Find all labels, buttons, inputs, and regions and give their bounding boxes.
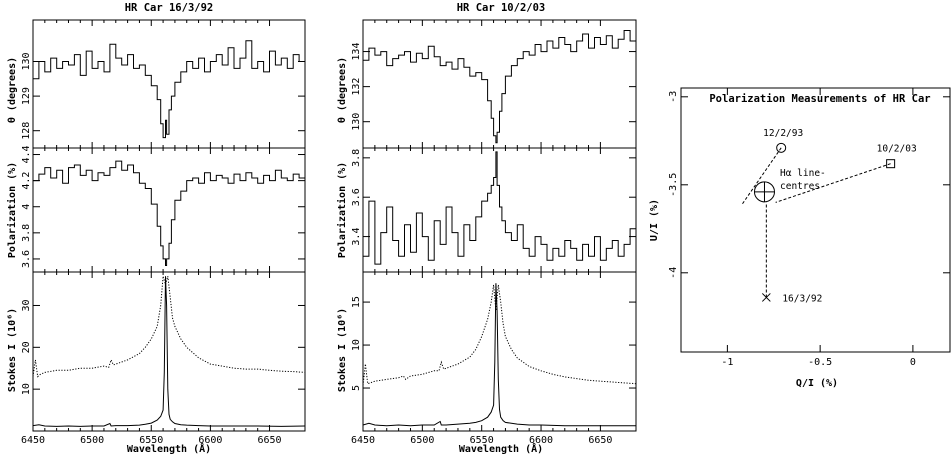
x-tick-label: 6650 — [588, 435, 612, 446]
panel-frame-pol — [362, 147, 637, 273]
y-tick-label-theta: 130 — [351, 113, 362, 131]
line-centres-crosshair — [754, 181, 775, 202]
y-axis-label-pol-2003: Polarization (%) — [336, 162, 348, 258]
qu-y-tick-label: -3.5 — [668, 173, 679, 197]
y-tick-label-pol: 3.4 — [351, 228, 362, 246]
series-line-stokes-solid — [362, 283, 636, 427]
qu-point-cross — [761, 293, 771, 302]
series-line-pol-solid — [33, 160, 306, 266]
qu-point-label: 12/2/93 — [763, 128, 803, 139]
x-tick-label: 6550 — [139, 435, 163, 446]
series-line-pol-solid — [363, 151, 637, 265]
line-centres-label-line2: centres — [780, 181, 820, 192]
chart-hr-car-1992: HR Car 16/3/92 Wavelength (Å) θ (degrees… — [6, 2, 306, 455]
qu-x-tick-label: -0.5 — [808, 357, 832, 368]
y-tick-label-theta: 128 — [21, 122, 32, 140]
panel-frame-stokes — [362, 271, 637, 432]
y-tick-label-pol: 3.8 — [21, 224, 32, 242]
chart-title-qu: Polarization Measurements of HR Car — [709, 93, 930, 105]
series-line-stokes-dotted — [32, 276, 306, 378]
y-axis-label-theta-1992: θ (degrees) — [7, 57, 18, 123]
x-tick-label: 6550 — [470, 435, 494, 446]
qu-x-tick-label: -1 — [721, 357, 733, 368]
qu-connector-line — [775, 163, 891, 203]
x-tick-label: 6600 — [529, 435, 553, 446]
y-tick-label-pol: 4.4 — [21, 145, 32, 163]
y-tick-label-theta: 132 — [351, 78, 362, 96]
y-tick-label-stokes: 20 — [21, 341, 32, 353]
y-tick-label-theta: 134 — [351, 43, 362, 61]
qu-point-label: 10/2/03 — [877, 144, 917, 155]
x-axis-label-2003: Wavelength (Å) — [459, 442, 543, 455]
x-axis-label-1992: Wavelength (Å) — [127, 442, 211, 455]
x-tick-label: 6650 — [257, 435, 281, 446]
plot-area-2003: 130 132 134 3.4 3.6 3.8 5 10 15 6450 6500 6550 6600 6… — [351, 19, 637, 446]
qu-x-tick-label: 0 — [910, 357, 916, 368]
y-tick-label-pol: 3.6 — [351, 188, 362, 206]
y-tick-label-stokes: 30 — [21, 299, 32, 311]
series-line-stokes-dotted — [362, 284, 637, 386]
plot-area-1992: 128 129 130 3.6 3.8 4 4.2 4.4 10 20 30 6450 6500 6550… — [21, 19, 306, 446]
y-axis-label-theta-2003: θ (degrees) — [337, 57, 348, 123]
panel-frame-stokes — [32, 271, 306, 432]
y-tick-label-stokes: 5 — [351, 385, 362, 391]
series-line-stokes-solid — [32, 276, 306, 427]
y-tick-label-theta: 129 — [21, 87, 32, 105]
qu-y-tick-label: -4 — [668, 267, 679, 279]
y-tick-label-stokes: 15 — [351, 296, 362, 308]
qu-point-label: 16/3/92 — [782, 293, 822, 304]
y-axis-label-qu: U/I (%) — [649, 199, 660, 241]
x-tick-label: 6450 — [351, 435, 375, 446]
qu-y-tick-label: -3 — [668, 91, 679, 103]
qu-point-circle — [776, 142, 787, 153]
x-tick-label: 6450 — [21, 435, 45, 446]
chart-hr-car-2003: HR Car 10/2/03 Wavelength (Å) θ (degrees… — [336, 2, 637, 455]
series-line-theta-solid — [33, 40, 306, 139]
y-tick-label-stokes: 10 — [351, 339, 362, 351]
qu-frame — [680, 87, 951, 353]
qu-connector-line — [741, 147, 782, 205]
x-tick-label: 6500 — [80, 435, 104, 446]
y-tick-label-pol: 4.2 — [21, 172, 32, 190]
y-axis-label-pol-1992: Polarization (%) — [6, 162, 18, 258]
y-tick-label-pol: 4 — [21, 204, 32, 210]
y-tick-label-stokes: 10 — [21, 383, 32, 395]
y-tick-label-pol: 3.6 — [21, 250, 32, 268]
x-tick-label: 6600 — [198, 435, 222, 446]
line-centres-label-line1: Hα line- — [780, 168, 826, 179]
plot-area-qu: Hα line- centres -1 -0.5 0 -4 -3.5 -3 12/2/93 1… — [668, 87, 951, 368]
x-axis-label-qu: Q/I (%) — [796, 378, 838, 389]
y-tick-label-theta: 130 — [21, 52, 32, 70]
y-axis-label-stokes-1992: Stokes I (10⁶) — [7, 308, 18, 392]
chart-qu-plane: Polarization Measurements of HR Car Q/I … — [649, 87, 951, 389]
series-line-theta-solid — [363, 30, 637, 144]
y-tick-label-pol: 3.8 — [351, 149, 362, 167]
y-axis-label-stokes-2003: Stokes I (10⁶) — [337, 308, 348, 392]
chart-title-1992: HR Car 16/3/92 — [125, 2, 214, 14]
x-tick-label: 6500 — [410, 435, 434, 446]
qu-point-square — [886, 159, 896, 169]
chart-title-2003: HR Car 10/2/03 — [457, 2, 546, 14]
